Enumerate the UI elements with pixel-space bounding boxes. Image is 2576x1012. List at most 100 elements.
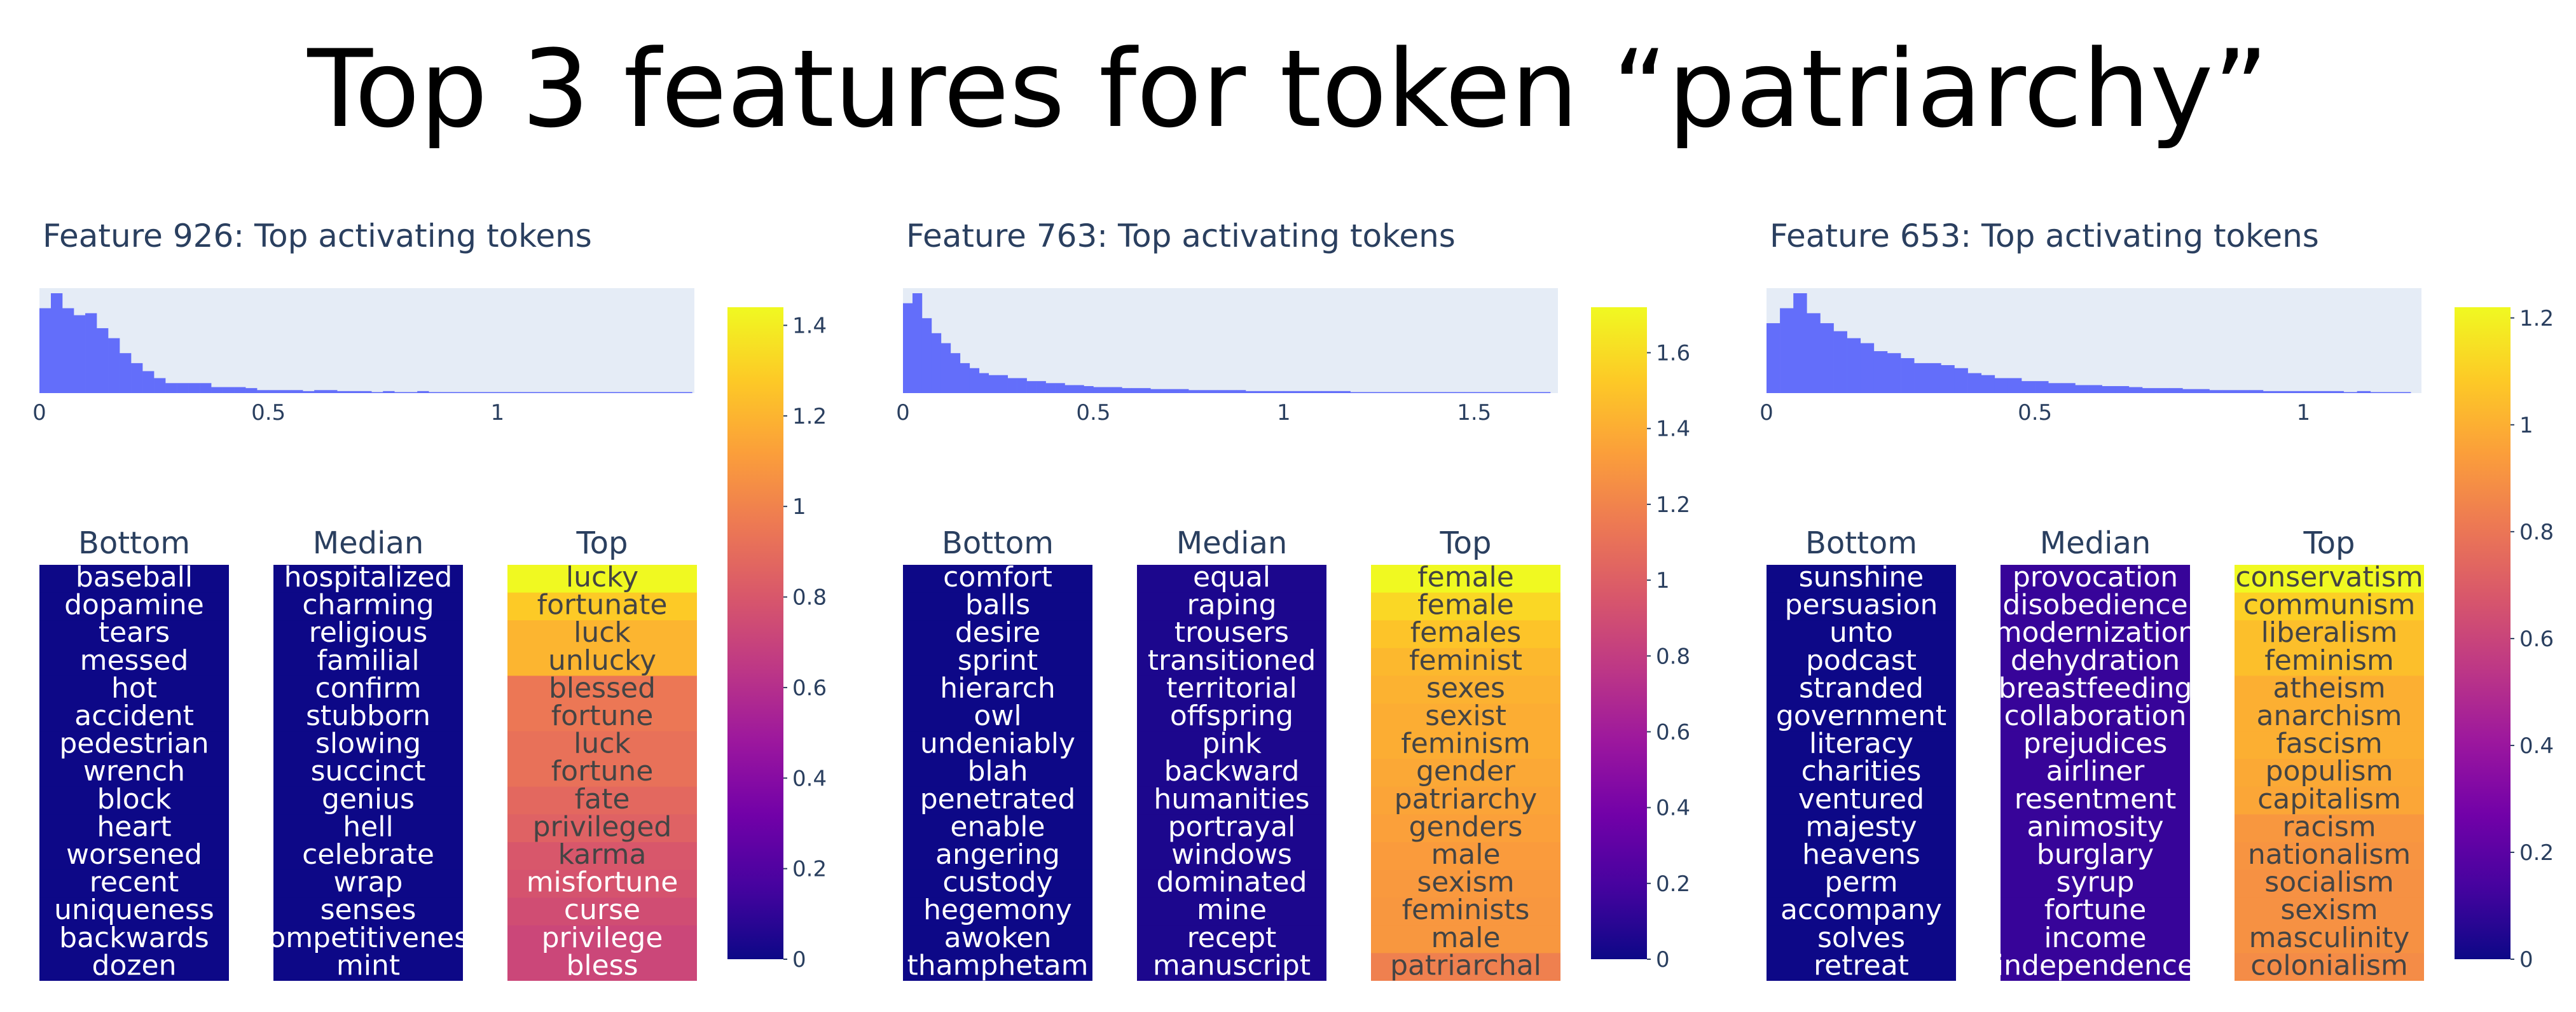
token-label: luck [574, 728, 631, 760]
heatmap-cell [1371, 898, 1560, 926]
heatmap-cell [39, 704, 229, 732]
heatmap-cell [273, 814, 463, 843]
histogram-tick-label: 1 [2296, 400, 2310, 426]
histogram-bar [337, 391, 349, 393]
histogram-bar [998, 375, 1008, 393]
heatmap-cell [273, 953, 463, 981]
histogram-plot-area [903, 288, 1558, 393]
histogram-bar [429, 392, 441, 393]
heatmap-column: luckyfortunateluckunluckyblessedfortunel… [507, 565, 697, 981]
histogram-bar [1245, 391, 1256, 393]
heatmap-cell [39, 925, 229, 953]
token-label: fate [575, 783, 630, 815]
token-label: angering [935, 838, 1060, 871]
heatmap-cell [507, 814, 697, 843]
histogram-tick-label: 0 [1760, 400, 1774, 426]
histogram-bar [635, 392, 647, 393]
token-label: resentment [2015, 783, 2176, 815]
histogram-bar [1541, 392, 1551, 393]
colorbar-tick-label: 0.8 [2519, 520, 2554, 545]
heatmap-cell [903, 704, 1092, 732]
histogram-bar [1274, 391, 1285, 393]
histogram-tick-label: 0.5 [251, 400, 286, 426]
histogram-bar [1312, 391, 1323, 393]
heatmap-cell [1137, 759, 1326, 787]
heatmap-cell [2001, 814, 2190, 843]
token-label: bless [566, 949, 638, 981]
histogram-bar [2169, 388, 2183, 393]
histogram-bar [2383, 392, 2398, 393]
token-label: messed [80, 644, 189, 677]
heatmap-cell [1767, 814, 1956, 843]
histogram-bar [532, 392, 544, 393]
histogram-bar [1981, 375, 1995, 393]
token-label: hierarch [940, 672, 1055, 704]
token-label: gender [1416, 755, 1516, 787]
heatmap-cell [273, 648, 463, 676]
histogram-bar [314, 390, 326, 393]
histogram-bar [142, 371, 155, 393]
panel-title: Feature 926: Top activating tokens [43, 218, 592, 254]
token-label: heavens [1802, 838, 1920, 871]
heatmap-cell [39, 565, 229, 593]
histogram-bar [988, 375, 999, 393]
token-label: patriarchal [1390, 949, 1541, 981]
token-label: anarchism [2256, 700, 2402, 732]
column-header: Top [576, 525, 628, 561]
heatmap-cell [1137, 731, 1326, 759]
heatmap-column: sunshinepersuasionuntopodcaststrandedgov… [1767, 565, 1956, 981]
token-label: fortune [2044, 894, 2147, 926]
histogram-bar [326, 390, 338, 393]
heatmap-cell [507, 870, 697, 898]
histogram-bar [2128, 387, 2143, 393]
histogram-bar [497, 392, 509, 393]
token-label: awoken [944, 922, 1052, 954]
histogram-bar [440, 392, 452, 393]
heatmap-cell [903, 786, 1092, 815]
token-label: portrayal [1168, 810, 1295, 843]
heatmap-cell [507, 620, 697, 649]
heatmap-cell [39, 759, 229, 787]
histogram-bar [509, 392, 521, 393]
heatmap-cell [2235, 842, 2424, 871]
token-label: wrench [83, 755, 185, 787]
heatmap-cell [507, 759, 697, 787]
token-label: hell [343, 810, 393, 843]
histogram-bar [1264, 391, 1275, 393]
histogram-bar [303, 391, 315, 393]
token-label: atheism [2273, 672, 2385, 704]
histogram-bar [1198, 390, 1208, 393]
token-label: burglary [2037, 838, 2154, 871]
heatmap-cell [2235, 731, 2424, 759]
colorbar [727, 307, 783, 959]
heatmap-cell [507, 592, 697, 621]
heatmap-cell [2235, 786, 2424, 815]
histogram-bar [554, 392, 567, 393]
token-label: thamphetam [907, 949, 1089, 981]
histogram-bar [2035, 381, 2049, 393]
histogram-bar [1122, 388, 1132, 393]
token-label: religious [309, 616, 428, 649]
token-label: genders [1409, 810, 1523, 843]
token-label: stranded [1799, 672, 1924, 704]
token-label: windows [1171, 838, 1292, 871]
heatmap-cell [1137, 676, 1326, 704]
histogram-bar [1493, 392, 1503, 393]
token-label: charities [1801, 755, 1922, 787]
histogram-bar [165, 383, 177, 393]
histogram-bar [2317, 391, 2331, 393]
histogram-bar [1807, 313, 1821, 393]
histogram-bar [1522, 392, 1532, 393]
histogram-bar [600, 392, 612, 393]
token-label: humanities [1154, 783, 1309, 815]
token-label: provocation [2013, 561, 2178, 593]
histogram-bar [680, 392, 692, 393]
histogram-bar [2370, 392, 2385, 393]
histogram-bar [1793, 293, 1807, 393]
token-label: feminist [1409, 644, 1522, 677]
histogram-bar [2048, 383, 2062, 393]
token-label: dehydration [2011, 644, 2180, 677]
histogram-bar [921, 318, 932, 393]
heatmap-cell [1767, 704, 1956, 732]
token-label: podcast [1806, 644, 1917, 677]
